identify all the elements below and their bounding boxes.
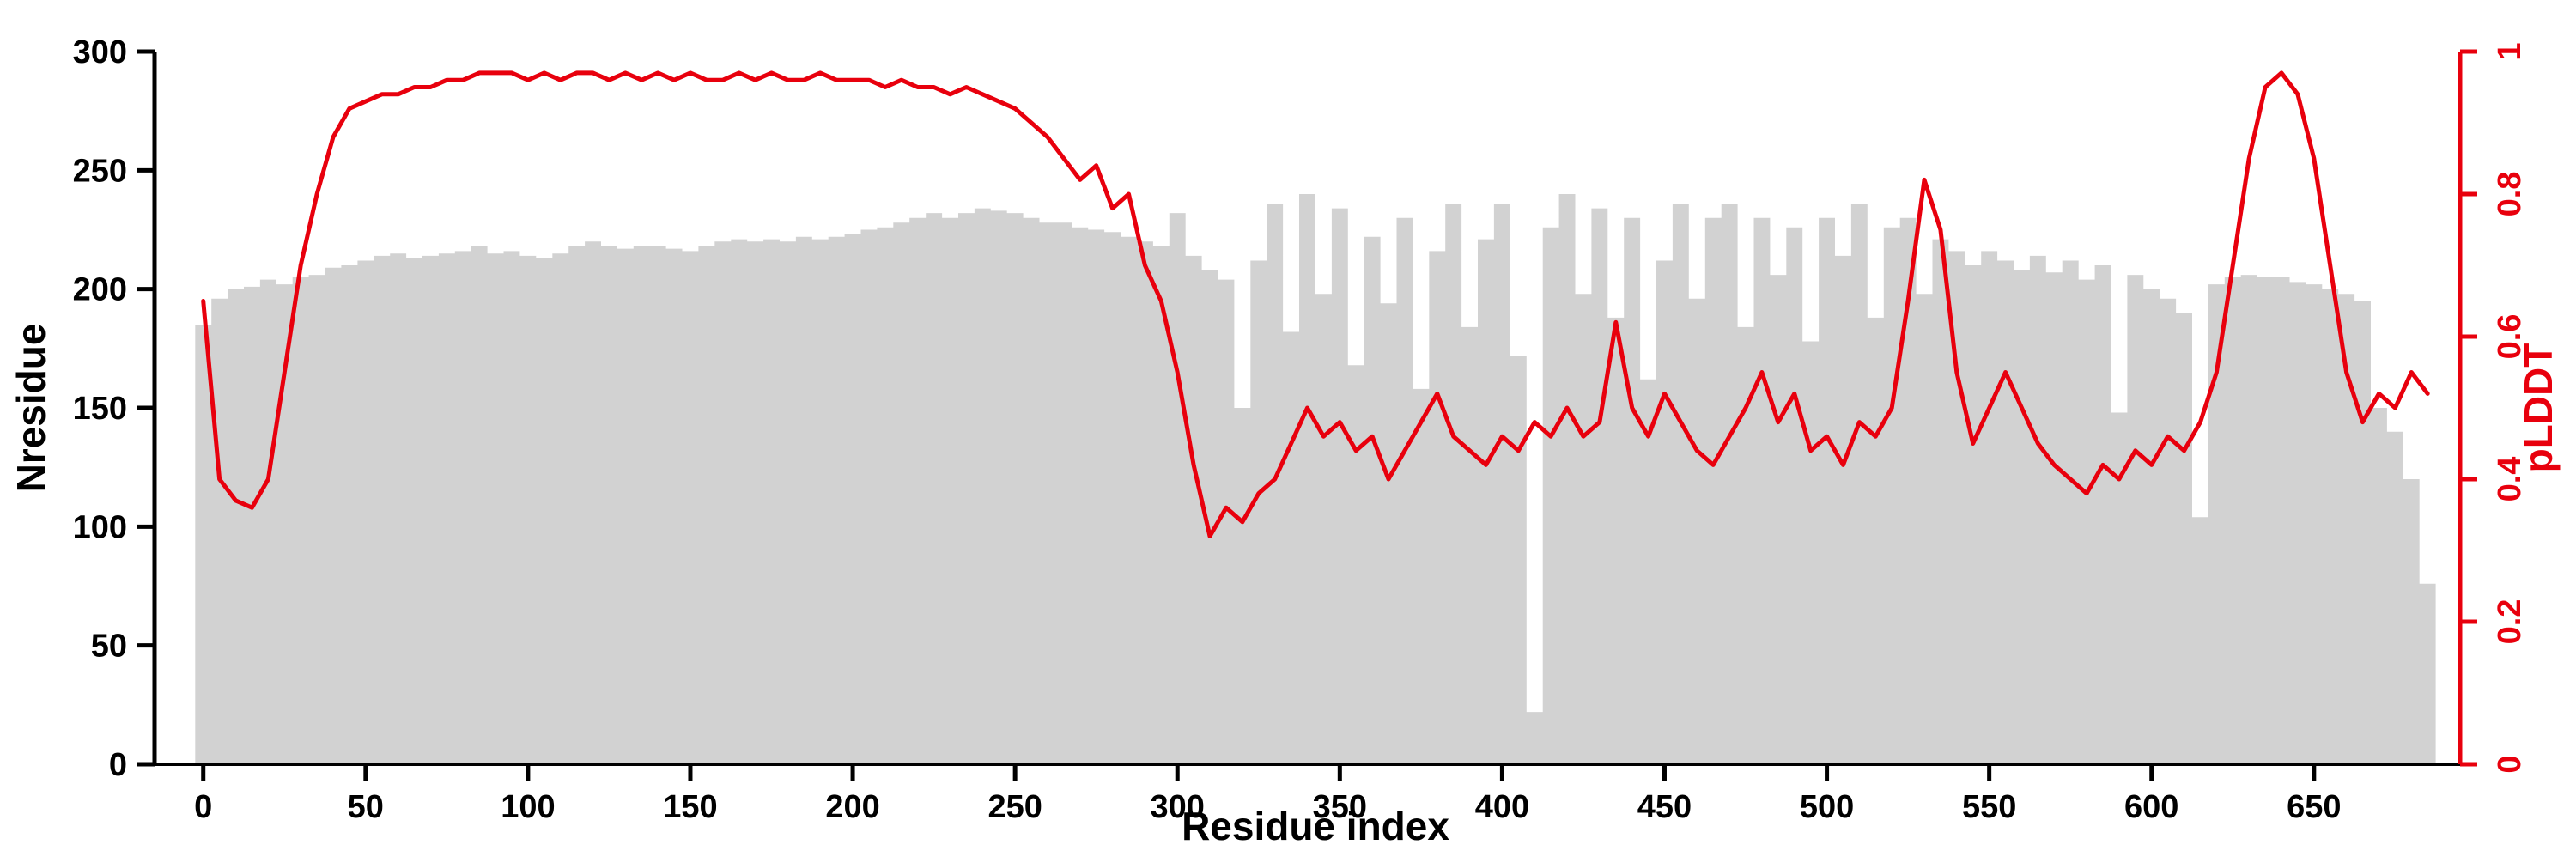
x-tick-label: 350 [1313,789,1367,825]
left-axis-title: Nresidue [9,324,53,493]
left-tick-label: 50 [91,629,127,665]
right-tick-label: 0.2 [2492,599,2528,645]
x-tick-label: 150 [663,789,717,825]
x-tick-label: 0 [194,789,212,825]
x-tick-label: 650 [2287,789,2341,825]
nresidue-area-series [195,194,2436,764]
plddt-line [201,70,2430,538]
x-tick-label: 450 [1637,789,1692,825]
left-tick-label: 150 [73,391,127,427]
axes [137,49,2477,781]
x-tick-label: 600 [2124,789,2178,825]
left-tick-label: 200 [73,272,127,308]
x-tick-label: 50 [348,789,384,825]
right-tick-label: 0.4 [2492,457,2528,502]
left-tick-label: 0 [109,747,127,783]
x-tick-label: 500 [1800,789,1854,825]
tick-labels: 0 50 100 150 200 250 300 0 50 100 150 200 250 300 350 4… [73,34,2528,825]
x-axis-title: Residue index [1182,804,1449,848]
plddt-line-series [201,70,2430,538]
x-tick-label: 250 [987,789,1042,825]
x-tick-label: 100 [501,789,555,825]
x-tick-label: 550 [1962,789,2016,825]
x-tick-label: 400 [1475,789,1529,825]
nresidue-area [195,194,2436,764]
right-tick-label: 0.6 [2492,314,2528,360]
left-tick-label: 100 [73,509,127,545]
right-tick-label: 0.8 [2492,172,2528,217]
left-tick-label: 250 [73,153,127,189]
x-tick-label: 300 [1151,789,1205,825]
right-axis-title: pLDDT [2516,343,2561,473]
x-tick-label: 200 [825,789,879,825]
left-tick-label: 300 [73,34,127,70]
right-tick-label: 1 [2492,42,2528,60]
right-tick-label: 0 [2492,755,2528,773]
